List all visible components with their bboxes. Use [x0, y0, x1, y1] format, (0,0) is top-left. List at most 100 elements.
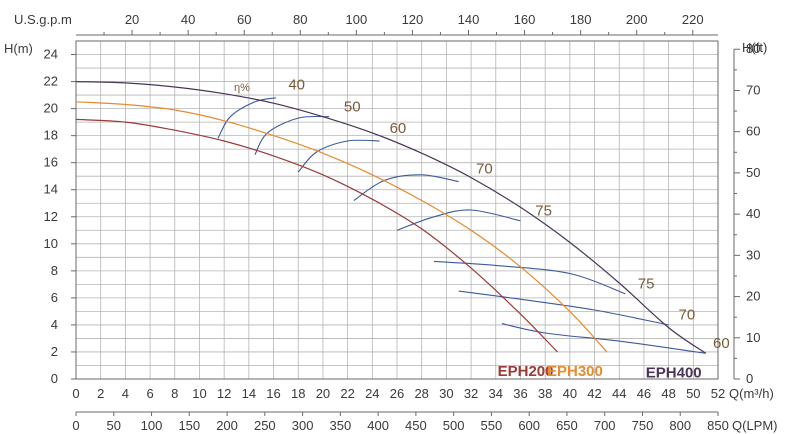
x-tick-label-usgpm: 60	[237, 12, 251, 27]
x-tick-label-m3h: 46	[637, 386, 651, 401]
x-tick-label-lpm: 750	[632, 418, 654, 433]
y-tick-label-m: 18	[44, 128, 58, 143]
x-tick-label-m3h: 34	[489, 386, 503, 401]
x-tick-label-usgpm: 20	[125, 12, 139, 27]
efficiency-label: 75	[638, 275, 655, 292]
chart-grid	[75, 41, 719, 379]
x-tick-label-usgpm: 160	[514, 12, 536, 27]
x-tick-label-m3h: 50	[686, 386, 700, 401]
x-tick-label-lpm: 450	[405, 418, 427, 433]
x-tick-label-m3h: 22	[340, 386, 354, 401]
x-tick-label-m3h: 18	[291, 386, 305, 401]
x-tick-label-m3h: 0	[72, 386, 79, 401]
y-tick-label-ft: 70	[746, 82, 760, 97]
efficiency-curves	[217, 97, 706, 354]
x-tick-label-usgpm: 100	[345, 12, 367, 27]
x-tick-label-lpm: 200	[216, 418, 238, 433]
y-tick-label-ft: 50	[746, 165, 760, 180]
y-tick-label-m: 0	[51, 371, 58, 386]
y-tick-label-ft: 80	[746, 41, 760, 56]
x-tick-label-m3h: 44	[612, 386, 626, 401]
x-tick-label-m3h: 42	[587, 386, 601, 401]
x-tick-label-m3h: 24	[365, 386, 379, 401]
x-tick-label-m3h: 32	[464, 386, 478, 401]
x-axis-label-lpm: Q(LPM)	[732, 418, 778, 433]
efficiency-curve-40	[217, 97, 277, 139]
plot-frame	[75, 40, 719, 380]
efficiency-curve-70	[458, 290, 669, 326]
x-tick-label-m3h: 14	[242, 386, 256, 401]
eta-label: η%	[234, 82, 250, 94]
x-tick-label-lpm: 800	[669, 418, 691, 433]
x-tick-label-lpm: 850	[707, 418, 729, 433]
y-tick-label-m: 4	[51, 317, 58, 332]
x-tick-label-usgpm: 140	[458, 12, 480, 27]
x-tick-label-lpm: 400	[367, 418, 389, 433]
y-tick-label-m: 10	[44, 236, 58, 251]
curve-eph400	[75, 81, 707, 354]
x-tick-label-m3h: 38	[538, 386, 552, 401]
y-tick-label-ft: 10	[746, 330, 760, 345]
efficiency-label: 40	[288, 77, 305, 94]
x-tick-label-lpm: 100	[141, 418, 163, 433]
efficiency-label: 75	[535, 202, 552, 219]
curve-eph300	[75, 101, 608, 353]
y-tick-label-ft: 30	[746, 247, 760, 262]
y-tick-label-m: 2	[51, 344, 58, 359]
curve-eph200	[75, 118, 558, 353]
x-tick-label-m3h: 20	[316, 386, 330, 401]
efficiency-curve-70	[353, 174, 459, 201]
x-tick-label-m3h: 4	[122, 386, 129, 401]
x-tick-label-m3h: 10	[192, 386, 206, 401]
x-tick-label-lpm: 550	[481, 418, 503, 433]
flow-lpm-axis: 0 50 100 150 200 250 300 350 400 450 500 550 600 650 7…	[72, 411, 778, 433]
efficiency-curve-75	[396, 209, 521, 231]
x-tick-label-m3h: 2	[97, 386, 104, 401]
x-tick-label-usgpm: 180	[570, 12, 592, 27]
x-tick-label-m3h: 40	[563, 386, 577, 401]
y-tick-label-ft: 20	[746, 289, 760, 304]
x-tick-label-m3h: 36	[513, 386, 527, 401]
x-tick-label-lpm: 50	[107, 418, 121, 433]
y-axis-label-ft: H(ft)	[742, 40, 767, 55]
x-tick-label-m3h: 48	[661, 386, 675, 401]
efficiency-label: 60	[713, 335, 730, 352]
y-tick-label-m: 12	[44, 209, 58, 224]
efficiency-curve-60	[297, 139, 380, 173]
efficiency-label: 70	[476, 160, 493, 177]
x-tick-label-usgpm: 80	[293, 12, 307, 27]
x-tick-label-m3h: 28	[414, 386, 428, 401]
x-tick-label-m3h: 26	[390, 386, 404, 401]
y-tick-label-m: 24	[44, 47, 58, 62]
y-tick-label-m: 22	[44, 74, 58, 89]
x-tick-label-lpm: 150	[178, 418, 200, 433]
x-tick-label-m3h: 30	[439, 386, 453, 401]
x-tick-label-lpm: 300	[292, 418, 314, 433]
x-tick-label-m3h: 16	[266, 386, 280, 401]
usgpm-axis: U.S.g.p.m 20 40 60 80 100 120 140 160 180 200 220	[14, 12, 718, 36]
efficiency-curve-60	[501, 323, 706, 354]
flow-m3h-axis: 0 2 4 6 8 10 12 14 16 18 20 22 24 26 28 30 32 34 36 38 40 42 4…	[72, 386, 773, 401]
x-tick-label-lpm: 0	[72, 418, 79, 433]
x-tick-label-m3h: 8	[171, 386, 178, 401]
x-tick-label-usgpm: 220	[682, 12, 704, 27]
x-axis-label-m3h: Q(m³/h)	[729, 386, 774, 401]
performance-curves	[75, 81, 707, 354]
series-label-eph200: EPH200	[498, 363, 554, 380]
efficiency-label: 50	[344, 98, 361, 115]
x-tick-label-usgpm: 40	[181, 12, 195, 27]
efficiency-label: 70	[678, 307, 695, 324]
y-tick-label-m: 14	[44, 182, 58, 197]
y-tick-label-ft: 0	[746, 371, 753, 386]
x-tick-label-lpm: 600	[518, 418, 540, 433]
x-tick-label-lpm: 350	[330, 418, 352, 433]
y-tick-label-ft: 40	[746, 206, 760, 221]
efficiency-curve-75	[433, 260, 626, 295]
y-tick-label-m: 20	[44, 101, 58, 116]
series-label-eph300: EPH300	[547, 363, 603, 380]
x-tick-label-lpm: 500	[443, 418, 465, 433]
x-tick-label-usgpm: 120	[402, 12, 424, 27]
x-axis-label-usgpm: U.S.g.p.m	[14, 12, 72, 27]
